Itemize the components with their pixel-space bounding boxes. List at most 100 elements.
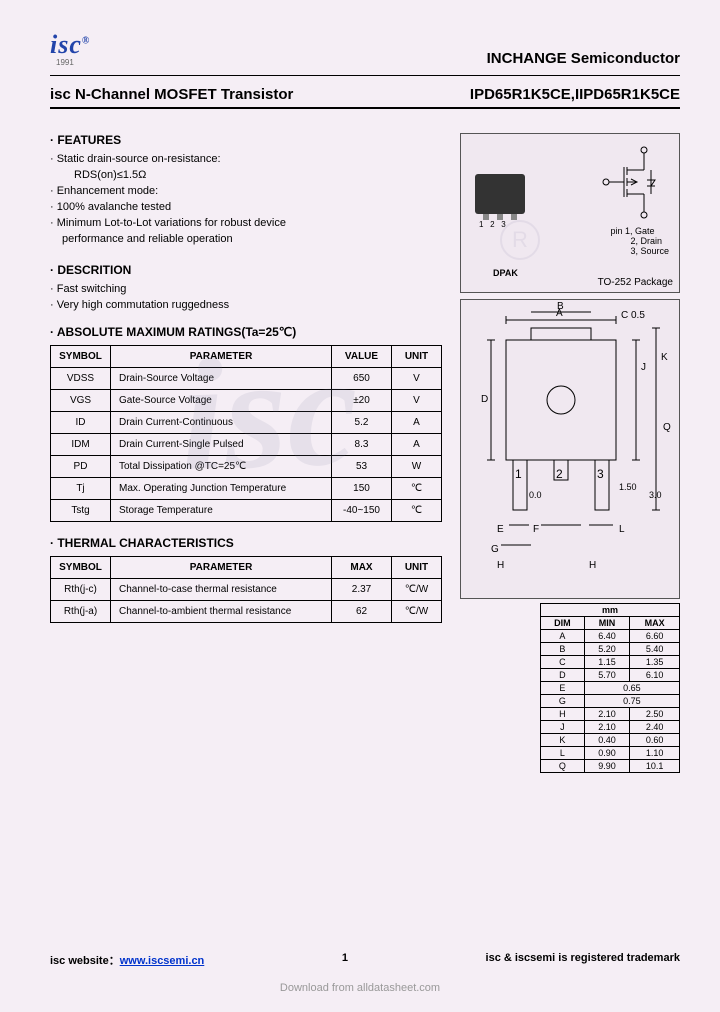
cell: 10.1 [630,760,680,773]
col-parameter: PARAMETER [111,557,332,579]
cell: IDM [51,434,111,456]
table-row: TstgStorage Temperature-40~150℃ [51,500,442,522]
cell: 0.40 [584,734,630,747]
table-row: E0.65 [541,682,680,695]
table-row: J2.102.40 [541,721,680,734]
package-outline-icon: A B C 0.5 D J K Q 1 2 3 0.0 1.50 3.0 E F… [461,300,679,598]
content: · FEATURES · Static drain-source on-resi… [50,133,680,773]
cell: V [392,390,442,412]
cell: W [392,456,442,478]
logo-year: 1991 [56,58,90,67]
cell: H [541,708,585,721]
svg-text:E: E [497,524,504,535]
cell: 1.15 [584,656,630,669]
table-row: IDDrain Current-Continuous5.2A [51,412,442,434]
right-column: 1 2 3 pin 1, Gate 2, Drain 3, Source DPA… [460,133,680,773]
mosfet-schematic-icon [589,142,669,222]
desc-1: · Fast switching [50,283,442,295]
svg-text:H: H [589,560,596,571]
footer: isc website：www.iscsemi.cn 1 isc & iscse… [50,952,680,968]
cell: ±20 [332,390,392,412]
cell: 9.90 [584,760,630,773]
left-column: · FEATURES · Static drain-source on-resi… [50,133,442,773]
table-row: DIMMINMAX [541,617,680,630]
title-row: isc N-Channel MOSFET Transistor IPD65R1K… [50,86,680,103]
col-unit: UNIT [392,557,442,579]
feature-4: · Minimum Lot-to-Lot variations for robu… [50,217,442,229]
desc-2: · Very high commutation ruggedness [50,299,442,311]
svg-text:C 0.5: C 0.5 [621,310,645,321]
cell: C [541,656,585,669]
cell: Rth(j-c) [51,579,111,601]
col-symbol: SYMBOL [51,557,111,579]
cell: 0.75 [584,695,679,708]
table-row: SYMBOL PARAMETER MAX UNIT [51,557,442,579]
cell: 0.90 [584,747,630,760]
cell: E [541,682,585,695]
cell: VDSS [51,368,111,390]
cell: 53 [332,456,392,478]
table-row: PDTotal Dissipation @TC=25℃53W [51,456,442,478]
col-value: VALUE [332,346,392,368]
cell: 5.70 [584,669,630,682]
cell: Tj [51,478,111,500]
table-row: L0.901.10 [541,747,680,760]
cell: ℃ [392,478,442,500]
abs-table: SYMBOL PARAMETER VALUE UNIT VDSSDrain-So… [50,345,442,522]
cell: K [541,734,585,747]
cell: 62 [332,601,392,623]
feature-2: · Enhancement mode: [50,185,442,197]
cell: 5.20 [584,643,630,656]
dpak-chip-icon: 1 2 3 [475,174,525,214]
cell: 2.37 [332,579,392,601]
svg-text:J: J [641,362,646,373]
title-left: isc N-Channel MOSFET Transistor [50,86,293,103]
table-row: IDMDrain Current-Single Pulsed8.3A [51,434,442,456]
header: isc® 1991 INCHANGE Semiconductor [50,30,680,67]
cell: 650 [332,368,392,390]
col-symbol: SYMBOL [51,346,111,368]
cell: J [541,721,585,734]
svg-text:0.0: 0.0 [529,490,542,500]
svg-text:1.50: 1.50 [619,482,637,492]
col-max: MAX [332,557,392,579]
feature-3: · 100% avalanche tested [50,201,442,213]
cell: Drain Current-Single Pulsed [111,434,332,456]
cell: 2.50 [630,708,680,721]
cell: 6.10 [630,669,680,682]
package-name: TO-252 Package [598,277,673,288]
table-row: G0.75 [541,695,680,708]
cell: 5.40 [630,643,680,656]
cell: B [541,643,585,656]
trademark: isc & iscsemi is registered trademark [486,952,680,968]
table-row: VDSSDrain-Source Voltage650V [51,368,442,390]
feature-1: · Static drain-source on-resistance: [50,153,442,165]
footer-website: isc website：www.iscsemi.cn [50,952,204,968]
company-name: INCHANGE Semiconductor [487,50,680,67]
cell: Channel-to-ambient thermal resistance [111,601,332,623]
description-head: · DESCRITION [50,263,442,277]
col-parameter: PARAMETER [111,346,332,368]
package-box: 1 2 3 pin 1, Gate 2, Drain 3, Source DPA… [460,133,680,293]
feature-4b: performance and reliable operation [62,233,442,245]
svg-text:L: L [619,524,625,535]
cell: VGS [51,390,111,412]
cell: D [541,669,585,682]
cell: 2.10 [584,708,630,721]
rule-top [50,75,680,76]
cell: 6.60 [630,630,680,643]
logo: isc® [50,30,90,59]
cell: 2.40 [630,721,680,734]
website-link[interactable]: www.iscsemi.cn [120,955,205,967]
cell: ℃ [392,500,442,522]
features-head: · FEATURES [50,133,442,147]
cell: Gate-Source Voltage [111,390,332,412]
cell: A [392,412,442,434]
rule-title [50,107,680,109]
table-row: Q9.9010.1 [541,760,680,773]
svg-text:K: K [661,352,668,363]
table-row: VGSGate-Source Voltage±20V [51,390,442,412]
dim-head-mm: mm [541,604,680,617]
cell: ID [51,412,111,434]
thermal-table: SYMBOL PARAMETER MAX UNIT Rth(j-c)Channe… [50,556,442,623]
